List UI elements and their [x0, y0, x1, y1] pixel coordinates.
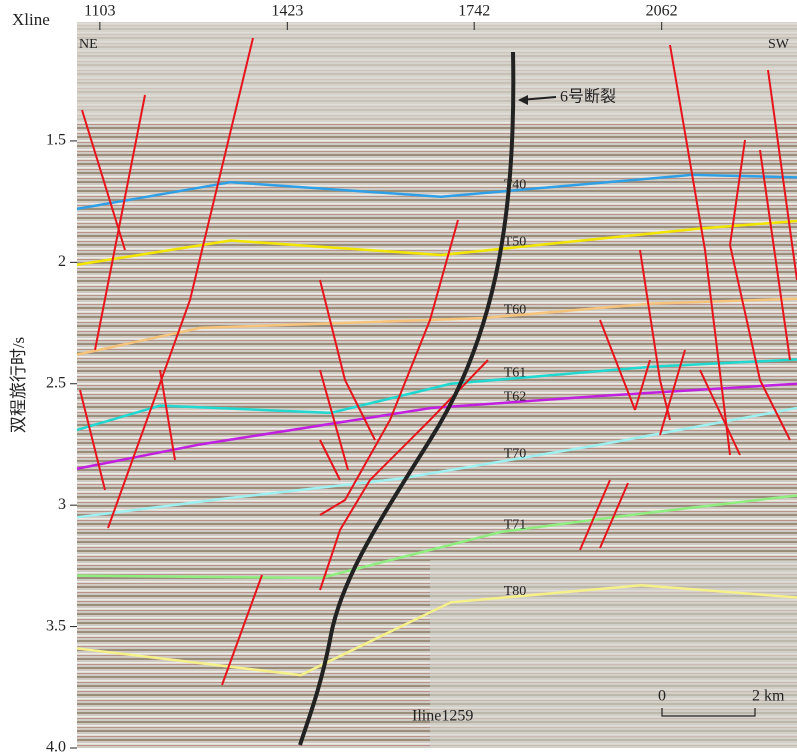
scale-label: 0: [658, 688, 666, 705]
horizon-label: T70: [504, 446, 527, 461]
horizon-label: T71: [504, 517, 527, 532]
x-tick-label: 1423: [271, 3, 303, 20]
horizon-label: T62: [504, 389, 527, 404]
horizon-label: T40: [504, 178, 527, 193]
horizon-label: T60: [504, 303, 527, 318]
x-tick-label: 1742: [458, 3, 490, 20]
corner-label: NE: [79, 37, 98, 52]
page: 6号断裂 NE SW Iline1259 0 2 km Xline 双程旅行时/…: [0, 0, 797, 754]
horizon-label: T61: [504, 366, 527, 381]
scale-label: 2 km: [752, 688, 785, 705]
x-tick-label: 2062: [646, 3, 678, 20]
line-label: Iline1259: [412, 708, 473, 725]
y-tick-label: 4.0: [46, 739, 66, 754]
x-tick-label: 1103: [84, 3, 115, 20]
y-tick-label: 3: [58, 496, 66, 513]
horizon-label: T50: [504, 235, 527, 250]
y-tick-label: 3.5: [46, 617, 66, 634]
horizon-label: T80: [504, 584, 527, 599]
chart: 6号断裂 NE SW Iline1259 0 2 km Xline 双程旅行时/…: [0, 0, 797, 754]
corner-label: SW: [768, 37, 790, 52]
fault-label: 6号断裂: [560, 88, 616, 106]
y-axis-title: 双程旅行时/s: [9, 337, 28, 433]
shallow-zone: [77, 22, 797, 122]
y-tick-label: 2: [58, 253, 66, 270]
x-axis-title: Xline: [12, 10, 50, 29]
y-tick-label: 1.5: [46, 132, 66, 149]
y-tick-label: 2.5: [46, 374, 66, 391]
